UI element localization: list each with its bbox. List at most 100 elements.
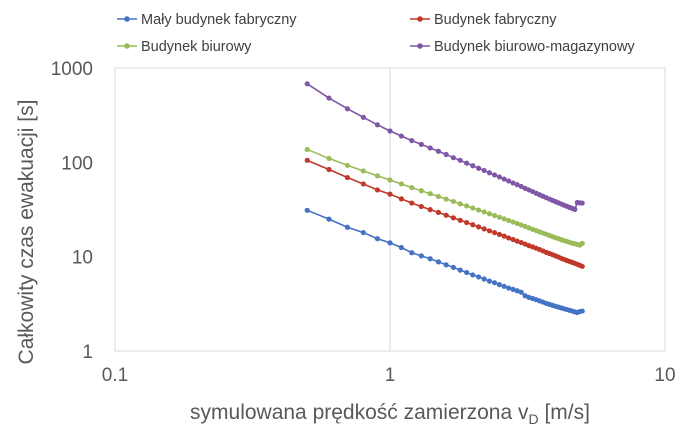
legend-item-0: Mały budynek fabryczny (117, 12, 297, 28)
y-tick-label: 100 (61, 153, 93, 174)
data-point (514, 288, 520, 294)
data-point (398, 244, 404, 251)
data-point (374, 187, 381, 193)
data-point (510, 286, 516, 292)
data-point (435, 209, 442, 215)
data-point (435, 148, 442, 154)
data-point (326, 166, 332, 173)
y-tick-label: 10 (72, 248, 93, 269)
data-point (510, 180, 516, 186)
data-point (510, 236, 516, 243)
data-point (427, 256, 433, 262)
data-point (457, 157, 463, 163)
data-point (387, 128, 393, 134)
data-point (374, 236, 381, 242)
data-point (418, 188, 424, 194)
legend-label: Mały budynek fabryczny (141, 12, 297, 28)
data-point (464, 203, 470, 209)
legend-label: Budynek biurowy (141, 39, 252, 55)
axis-layer: 0.1 1 10 1 10 100 1000 (51, 59, 676, 386)
series-layer (304, 81, 585, 316)
data-point (476, 274, 482, 280)
data-point (481, 167, 487, 174)
data-point (572, 206, 578, 212)
legend-label: Budynek fabryczny (434, 12, 557, 28)
legend-item-3: Budynek biurowo-magazynowy (410, 39, 635, 55)
data-point (496, 282, 503, 288)
data-point (427, 191, 433, 197)
data-point (304, 146, 310, 153)
x-tick-label: 0.1 (102, 365, 128, 386)
data-point (579, 240, 585, 247)
data-point (496, 214, 503, 220)
legend: Mały budynek fabryczny Budynek fabryczny B… (117, 12, 635, 55)
legend-swatch-marker (417, 16, 423, 22)
data-point (409, 137, 415, 144)
legend-item-2: Budynek biurowy (117, 39, 252, 55)
data-point (457, 267, 463, 273)
x-axis-title-subscript: D (529, 411, 539, 427)
grid-layer (114, 67, 666, 352)
legend-swatch-marker (124, 16, 130, 22)
data-point (443, 196, 449, 202)
data-point (491, 212, 498, 219)
data-point (443, 151, 449, 158)
data-point (491, 229, 498, 236)
data-point (476, 165, 482, 171)
data-point (486, 170, 493, 176)
data-point (491, 172, 498, 178)
data-point (409, 200, 415, 206)
data-point (514, 220, 520, 227)
x-tick-label: 1 (385, 365, 396, 386)
data-point (304, 157, 310, 163)
data-point (443, 212, 449, 218)
data-point (457, 217, 463, 223)
data-point (579, 200, 585, 206)
data-point (491, 280, 498, 286)
data-point (470, 163, 476, 169)
data-point (486, 228, 493, 234)
x-axis-title: symulowana prędkość zamierzona vD [m/s] (190, 401, 590, 427)
data-point (481, 209, 487, 215)
data-point (514, 238, 520, 244)
y-tick-label: 1 (82, 342, 93, 363)
y-tick-label: 1000 (51, 59, 93, 80)
data-point (450, 198, 456, 205)
data-point (427, 207, 433, 213)
data-point (476, 207, 482, 213)
data-point (374, 122, 381, 128)
legend-swatch-marker (124, 43, 130, 49)
data-point (464, 269, 470, 276)
data-point (435, 259, 442, 265)
data-point (398, 196, 404, 202)
data-point (501, 283, 507, 289)
data-point (486, 211, 493, 217)
data-point (398, 133, 404, 139)
data-point (518, 289, 524, 295)
series-0 (304, 207, 585, 316)
plot-area-border (114, 67, 666, 352)
data-point (450, 264, 456, 270)
data-point (486, 278, 493, 284)
data-point (457, 201, 463, 207)
data-point (579, 263, 585, 269)
data-point (464, 160, 470, 166)
data-point (501, 216, 507, 222)
data-point (326, 95, 332, 101)
data-point (398, 181, 404, 187)
data-point (506, 285, 512, 291)
data-point (418, 203, 424, 210)
data-point (476, 224, 482, 230)
data-point (409, 184, 415, 191)
data-point (501, 233, 507, 239)
data-point (510, 219, 516, 225)
data-point (506, 178, 512, 184)
data-point (470, 205, 476, 211)
data-point (435, 193, 442, 200)
data-point (450, 155, 456, 161)
data-point (344, 224, 350, 230)
data-point (506, 235, 512, 241)
